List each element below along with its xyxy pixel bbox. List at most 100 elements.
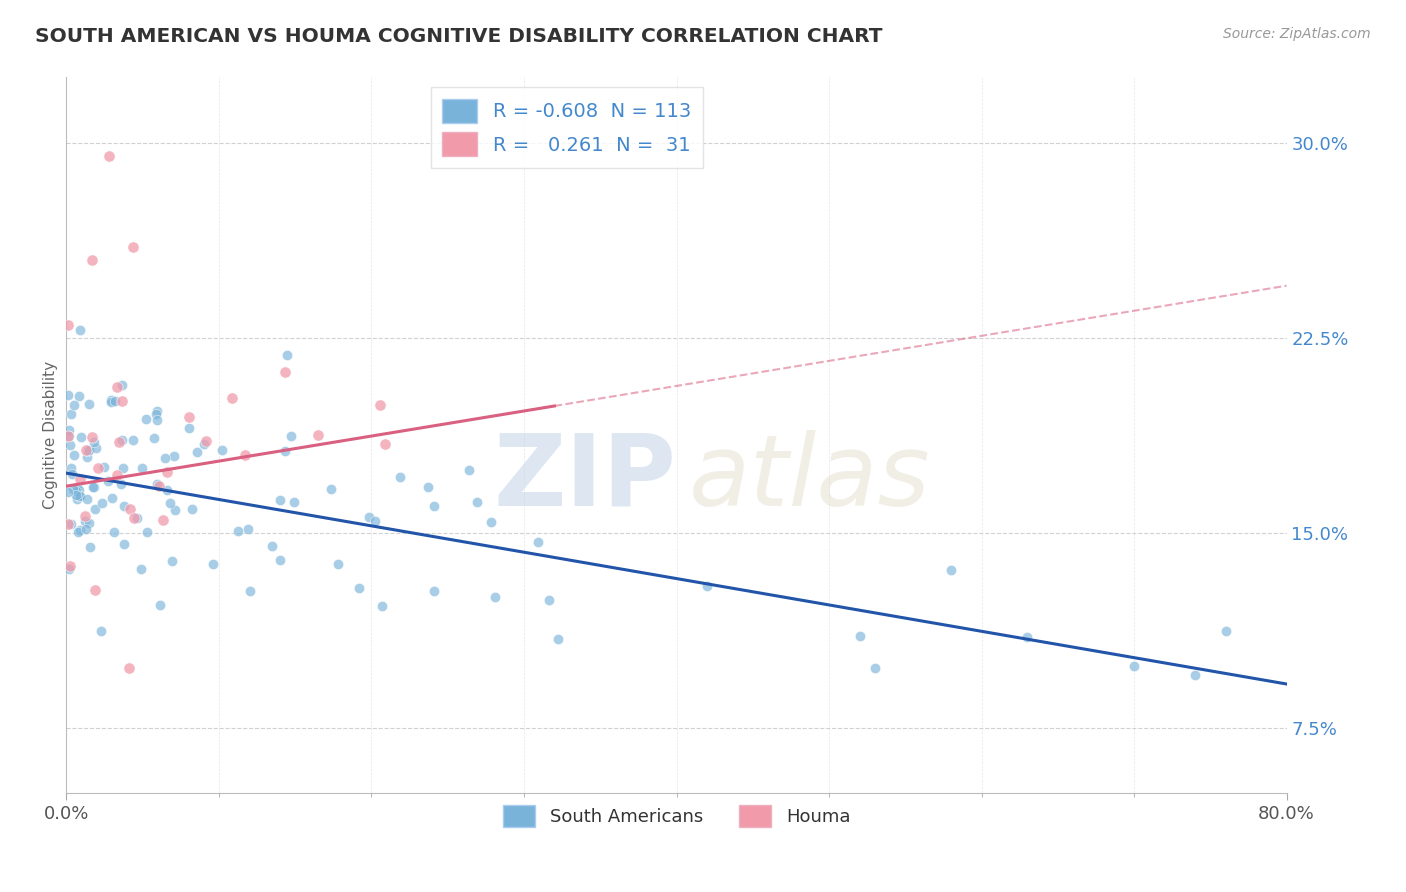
Point [103, 525, 125, 540]
Point [111, 394, 134, 409]
Point [276, 348, 298, 362]
Point [1017, 630, 1039, 644]
Point [149, 598, 172, 612]
Point [58, 429, 80, 443]
Point [77, 397, 100, 411]
Point [159, 496, 181, 510]
Point [1184, 668, 1206, 682]
Point [283, 495, 305, 509]
Point [221, 391, 243, 405]
Point [76, 491, 98, 506]
Point [66, 480, 89, 494]
Point [56, 388, 79, 402]
Point [357, 510, 380, 524]
Point [90, 496, 112, 510]
Point [59, 461, 82, 475]
Point [100, 393, 122, 408]
Point [58, 562, 80, 576]
Point [111, 461, 134, 475]
Point [526, 534, 548, 549]
Point [56, 516, 79, 531]
Point [939, 563, 962, 577]
Point [269, 493, 291, 508]
Point [82, 480, 104, 494]
Point [696, 579, 718, 593]
Point [56, 485, 79, 500]
Point [211, 442, 233, 457]
Point [143, 431, 166, 445]
Point [75, 522, 97, 536]
Point [148, 479, 170, 493]
Point [58, 423, 80, 437]
Point [848, 629, 870, 643]
Point [193, 437, 215, 451]
Point [307, 428, 329, 442]
Point [110, 476, 132, 491]
Point [75, 443, 97, 458]
Point [125, 511, 148, 525]
Point [83, 583, 105, 598]
Point [388, 470, 411, 484]
Point [160, 554, 183, 568]
Point [194, 434, 217, 448]
Point [163, 449, 186, 463]
Point [67, 388, 90, 402]
Point [124, 511, 146, 525]
Point [60, 516, 83, 531]
Point [319, 482, 342, 496]
Text: atlas: atlas [689, 430, 931, 527]
Point [83, 435, 105, 450]
Point [328, 558, 350, 572]
Point [121, 434, 143, 448]
Point [105, 468, 128, 483]
Point [63, 398, 86, 412]
Point [111, 378, 134, 392]
Point [69, 523, 91, 537]
Point [156, 483, 179, 498]
Point [101, 491, 124, 505]
Point [347, 582, 370, 596]
Point [58, 429, 80, 443]
Point [97, 474, 120, 488]
Point [69, 323, 91, 337]
Point [458, 463, 481, 477]
Point [122, 240, 145, 254]
Point [423, 584, 446, 599]
Point [83, 480, 105, 494]
Point [226, 524, 249, 538]
Point [76, 443, 98, 458]
Text: ZIP: ZIP [494, 430, 676, 527]
Point [62, 482, 84, 496]
Point [165, 502, 187, 516]
Point [416, 480, 439, 494]
Point [118, 661, 141, 675]
Point [105, 380, 128, 394]
Point [108, 435, 131, 450]
Point [273, 365, 295, 379]
Point [76, 450, 98, 464]
Point [186, 444, 208, 458]
Point [371, 599, 394, 613]
Point [155, 451, 177, 466]
Point [374, 437, 396, 451]
Point [59, 558, 82, 573]
Point [84, 501, 107, 516]
Point [156, 465, 179, 479]
Point [131, 561, 153, 575]
Point [60, 407, 83, 421]
Point [73, 514, 96, 528]
Point [66, 492, 89, 507]
Point [135, 525, 157, 540]
Point [269, 553, 291, 567]
Point [135, 411, 157, 425]
Point [131, 461, 153, 475]
Legend: South Americans, Houma: South Americans, Houma [495, 798, 858, 834]
Point [79, 541, 101, 555]
Point [65, 484, 87, 499]
Point [100, 394, 122, 409]
Point [67, 483, 90, 497]
Point [370, 398, 392, 412]
Point [262, 540, 284, 554]
Point [120, 501, 142, 516]
Point [145, 407, 167, 421]
